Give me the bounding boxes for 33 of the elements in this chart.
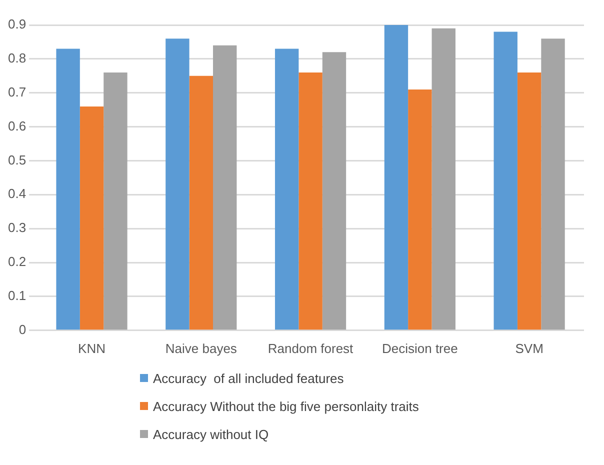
y-tick-label: 0.2 [8,254,26,270]
x-tick-label: KNN [78,340,106,356]
bar [541,38,565,330]
bar [432,28,456,330]
y-tick-label: 0 [18,322,26,337]
bar [166,38,190,330]
y-tick-label: 0.1 [8,288,26,304]
x-tick-label: SVM [515,340,544,356]
x-tick-label: Naive bayes [165,340,238,356]
bar [384,25,408,330]
y-tick-label: 0.5 [8,152,26,168]
bar [494,32,518,330]
bar [80,106,104,330]
bar [56,48,80,330]
x-tick-label: Decision tree [382,340,458,356]
bar [189,76,213,330]
y-tick-label: 0.9 [8,16,26,32]
bar [517,72,542,330]
y-tick-label: 0.7 [8,84,26,100]
y-tick-label: 0.8 [8,50,26,66]
bar [408,89,432,330]
y-tick-label: 0.3 [8,220,26,236]
y-tick-label: 0.4 [8,186,26,202]
bar [298,72,322,330]
bar [104,72,128,330]
legend-label: Accuracy of all included features [153,370,344,386]
legend-label: Accuracy without IQ [153,426,269,442]
bar [322,52,346,330]
x-tick-label: Random forest [268,340,354,356]
y-tick-label: 0.6 [8,118,26,134]
bar [274,48,299,330]
legend-label: Accuracy Without the big five personlaity traits [153,398,419,414]
bar [213,45,237,330]
